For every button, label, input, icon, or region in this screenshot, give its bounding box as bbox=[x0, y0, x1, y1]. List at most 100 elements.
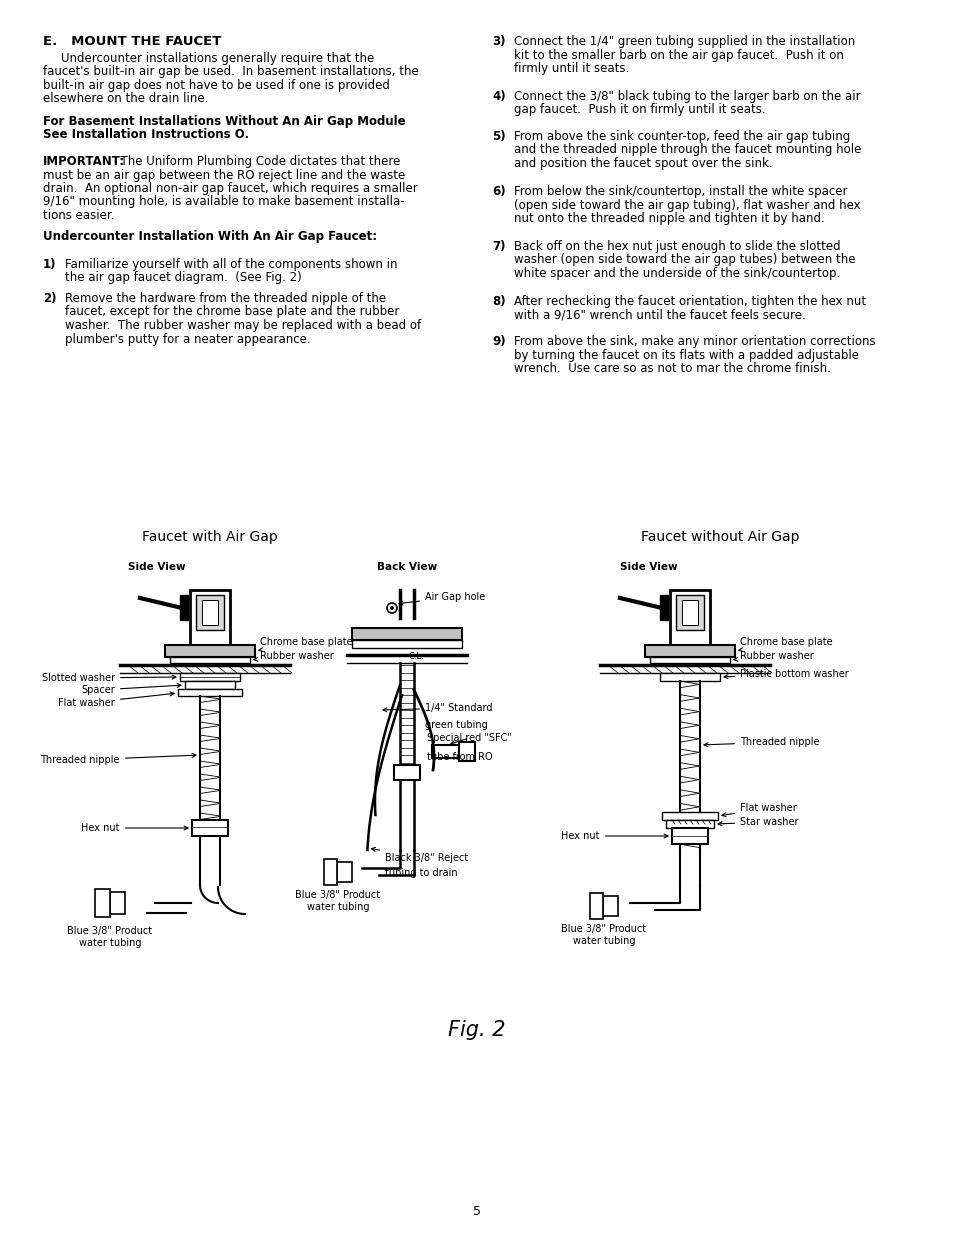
Text: with a 9/16" wrench until the faucet feels secure.: with a 9/16" wrench until the faucet fee… bbox=[514, 309, 805, 321]
Text: E.   MOUNT THE FAUCET: E. MOUNT THE FAUCET bbox=[43, 35, 221, 48]
Polygon shape bbox=[665, 820, 713, 827]
Text: Chrome base plate: Chrome base plate bbox=[258, 637, 353, 652]
Text: and position the faucet spout over the sink.: and position the faucet spout over the s… bbox=[514, 157, 772, 170]
Text: faucet, except for the chrome base plate and the rubber: faucet, except for the chrome base plate… bbox=[65, 305, 399, 319]
Polygon shape bbox=[669, 590, 709, 650]
Polygon shape bbox=[192, 820, 228, 836]
Text: 5): 5) bbox=[492, 130, 505, 143]
Polygon shape bbox=[649, 657, 729, 663]
Text: washer.  The rubber washer may be replaced with a bead of: washer. The rubber washer may be replace… bbox=[65, 319, 420, 332]
Text: C.L.: C.L. bbox=[409, 652, 424, 661]
Polygon shape bbox=[432, 745, 458, 758]
Text: faucet's built-in air gap be used.  In basement installations, the: faucet's built-in air gap be used. In ba… bbox=[43, 65, 418, 79]
Text: nut onto the threaded nipple and tighten it by hand.: nut onto the threaded nipple and tighten… bbox=[514, 212, 824, 225]
Text: water tubing: water tubing bbox=[79, 939, 141, 948]
Text: elsewhere on the drain line.: elsewhere on the drain line. bbox=[43, 93, 208, 105]
Text: tube from RO: tube from RO bbox=[427, 752, 492, 762]
Text: Back off on the hex nut just enough to slide the slotted: Back off on the hex nut just enough to s… bbox=[514, 240, 840, 253]
Text: Slotted washer: Slotted washer bbox=[42, 673, 175, 683]
Polygon shape bbox=[336, 862, 352, 882]
Text: IMPORTANT:: IMPORTANT: bbox=[43, 156, 125, 168]
Text: 9/16" mounting hole, is available to make basement installa-: 9/16" mounting hole, is available to mak… bbox=[43, 195, 404, 209]
Text: Chrome base plate: Chrome base plate bbox=[738, 637, 832, 652]
Text: washer (open side toward the air gap tubes) between the: washer (open side toward the air gap tub… bbox=[514, 253, 855, 267]
Text: must be an air gap between the RO reject line and the waste: must be an air gap between the RO reject… bbox=[43, 168, 405, 182]
Text: Blue 3/8" Product: Blue 3/8" Product bbox=[68, 926, 152, 936]
Text: green tubing: green tubing bbox=[424, 720, 487, 730]
Text: From above the sink counter-top, feed the air gap tubing: From above the sink counter-top, feed th… bbox=[514, 130, 849, 143]
Polygon shape bbox=[671, 827, 707, 844]
Circle shape bbox=[390, 606, 394, 610]
Text: gap faucet.  Push it on firmly until it seats.: gap faucet. Push it on firmly until it s… bbox=[514, 104, 765, 116]
Text: 3): 3) bbox=[492, 35, 505, 48]
Text: For Basement Installations Without An Air Gap Module: For Basement Installations Without An Ai… bbox=[43, 115, 405, 128]
Polygon shape bbox=[676, 595, 703, 630]
Text: firmly until it seats.: firmly until it seats. bbox=[514, 62, 629, 75]
Text: 9): 9) bbox=[492, 335, 505, 348]
Text: Blue 3/8" Product: Blue 3/8" Product bbox=[295, 890, 380, 900]
Text: plumber's putty for a neater appearance.: plumber's putty for a neater appearance. bbox=[65, 332, 311, 346]
Text: Star washer: Star washer bbox=[718, 818, 798, 827]
Polygon shape bbox=[195, 595, 224, 630]
Polygon shape bbox=[178, 689, 242, 697]
Text: Special red "SFC": Special red "SFC" bbox=[427, 734, 512, 745]
Text: Black 3/8" Reject: Black 3/8" Reject bbox=[371, 847, 468, 863]
Polygon shape bbox=[681, 600, 698, 625]
Polygon shape bbox=[165, 645, 254, 657]
Text: Faucet without Air Gap: Faucet without Air Gap bbox=[640, 530, 799, 543]
Polygon shape bbox=[602, 897, 618, 916]
Text: tions easier.: tions easier. bbox=[43, 209, 114, 222]
Text: white spacer and the underside of the sink/countertop.: white spacer and the underside of the si… bbox=[514, 267, 840, 280]
Text: Rubber washer: Rubber washer bbox=[253, 651, 334, 661]
Polygon shape bbox=[190, 590, 230, 650]
Text: Connect the 1/4" green tubing supplied in the installation: Connect the 1/4" green tubing supplied i… bbox=[514, 35, 854, 48]
Text: Undercounter Installation With An Air Gap Faucet:: Undercounter Installation With An Air Ga… bbox=[43, 230, 376, 243]
Text: Familiarize yourself with all of the components shown in: Familiarize yourself with all of the com… bbox=[65, 258, 397, 270]
Text: Fig. 2: Fig. 2 bbox=[448, 1020, 505, 1040]
Polygon shape bbox=[170, 657, 250, 663]
Text: Side View: Side View bbox=[128, 562, 186, 572]
Text: 8): 8) bbox=[492, 295, 505, 308]
Text: wrench.  Use care so as not to mar the chrome finish.: wrench. Use care so as not to mar the ch… bbox=[514, 362, 830, 375]
Polygon shape bbox=[661, 811, 718, 820]
Text: by turning the faucet on its flats with a padded adjustable: by turning the faucet on its flats with … bbox=[514, 348, 858, 362]
Polygon shape bbox=[589, 893, 602, 919]
Text: 6): 6) bbox=[492, 185, 505, 198]
Text: and the threaded nipple through the faucet mounting hole: and the threaded nipple through the fauc… bbox=[514, 143, 861, 157]
Text: Hex nut: Hex nut bbox=[561, 831, 667, 841]
Text: Plastic bottom washer: Plastic bottom washer bbox=[723, 669, 848, 679]
Polygon shape bbox=[180, 673, 240, 680]
Text: 1): 1) bbox=[43, 258, 56, 270]
Text: Blue 3/8" Product: Blue 3/8" Product bbox=[561, 924, 646, 934]
Text: Flat washer: Flat washer bbox=[58, 692, 173, 708]
Text: 5: 5 bbox=[473, 1205, 480, 1218]
Polygon shape bbox=[659, 673, 720, 680]
Text: Rubber washer: Rubber washer bbox=[733, 651, 813, 661]
Text: water tubing: water tubing bbox=[307, 902, 369, 911]
Text: Threaded nipple: Threaded nipple bbox=[40, 753, 195, 764]
Text: built-in air gap does not have to be used if one is provided: built-in air gap does not have to be use… bbox=[43, 79, 390, 91]
Text: Faucet with Air Gap: Faucet with Air Gap bbox=[142, 530, 277, 543]
Text: Remove the hardware from the threaded nipple of the: Remove the hardware from the threaded ni… bbox=[65, 291, 386, 305]
Polygon shape bbox=[458, 742, 475, 761]
Polygon shape bbox=[659, 595, 667, 620]
Text: Air Gap hole: Air Gap hole bbox=[398, 592, 485, 605]
Text: The Uniform Plumbing Code dictates that there: The Uniform Plumbing Code dictates that … bbox=[112, 156, 400, 168]
Text: (open side toward the air gap tubing), flat washer and hex: (open side toward the air gap tubing), f… bbox=[514, 199, 860, 211]
Polygon shape bbox=[110, 892, 125, 914]
Polygon shape bbox=[644, 645, 734, 657]
Polygon shape bbox=[202, 600, 218, 625]
Polygon shape bbox=[180, 595, 188, 620]
Polygon shape bbox=[185, 680, 234, 689]
Text: drain.  An optional non-air gap faucet, which requires a smaller: drain. An optional non-air gap faucet, w… bbox=[43, 182, 417, 195]
Polygon shape bbox=[324, 860, 336, 885]
Text: kit to the smaller barb on the air gap faucet.  Push it on: kit to the smaller barb on the air gap f… bbox=[514, 48, 843, 62]
Polygon shape bbox=[352, 640, 461, 648]
Text: 4): 4) bbox=[492, 90, 505, 103]
Text: Spacer: Spacer bbox=[81, 683, 181, 695]
Polygon shape bbox=[95, 889, 110, 918]
Text: From above the sink, make any minor orientation corrections: From above the sink, make any minor orie… bbox=[514, 335, 875, 348]
Text: 2): 2) bbox=[43, 291, 56, 305]
Text: Back View: Back View bbox=[376, 562, 436, 572]
Text: water tubing: water tubing bbox=[572, 936, 635, 946]
